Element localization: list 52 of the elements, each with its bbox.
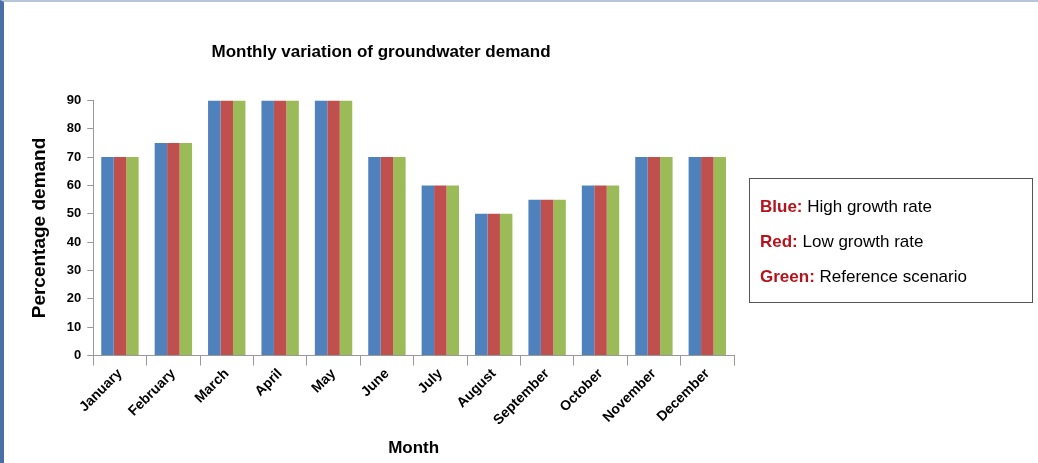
y-tick-label: 40: [66, 233, 82, 249]
y-tick-label: 20: [66, 290, 82, 306]
y-tick-label: 10: [66, 318, 82, 334]
bar: [446, 185, 460, 356]
bar: [421, 185, 435, 356]
chart-title: Monthly variation of groundwater demand: [211, 41, 551, 61]
bar: [635, 157, 648, 356]
bar: [581, 185, 595, 356]
bar: [701, 157, 714, 356]
bar: [154, 142, 168, 356]
y-axis-title: Percentage demand: [27, 137, 49, 319]
bar: [167, 142, 180, 356]
text: Blue: High growth rate: [760, 196, 933, 218]
bar: [327, 100, 340, 356]
bar: [434, 185, 447, 356]
bar: [393, 157, 406, 356]
bar: [232, 100, 246, 356]
text: Red: Low growth rate: [760, 231, 925, 253]
bar: [528, 199, 541, 356]
y-tick-label: 50: [66, 205, 82, 221]
y-tick-label: 80: [66, 120, 82, 136]
bar: [688, 157, 702, 356]
bar: [487, 213, 500, 356]
bar: [339, 100, 353, 356]
y-tick-label: 0: [74, 347, 82, 363]
y-tick-label: 90: [66, 91, 82, 107]
bar: [475, 213, 488, 356]
y-tick-label: 60: [66, 177, 82, 193]
bar: [179, 142, 193, 356]
y-tick-label: 30: [66, 262, 82, 278]
bar: [126, 157, 139, 356]
bar: [606, 185, 620, 356]
bar: [113, 157, 127, 356]
bar: [660, 157, 673, 356]
bar: [368, 157, 381, 356]
x-axis-title: Month: [388, 438, 440, 458]
bar: [101, 157, 114, 356]
bar: [594, 185, 607, 356]
bar: [713, 157, 726, 356]
bar: [647, 157, 661, 356]
bar: [499, 213, 513, 356]
y-tick-label: 70: [66, 148, 82, 164]
bar: [286, 100, 299, 356]
text: Green: Reference scenario: [760, 266, 968, 288]
bar: [380, 157, 394, 356]
bar: [273, 100, 287, 356]
bar: [220, 100, 233, 356]
bar: [208, 100, 221, 356]
bar: [553, 199, 566, 356]
bar: [540, 199, 554, 356]
bar: [314, 100, 328, 356]
bar: [261, 100, 274, 356]
